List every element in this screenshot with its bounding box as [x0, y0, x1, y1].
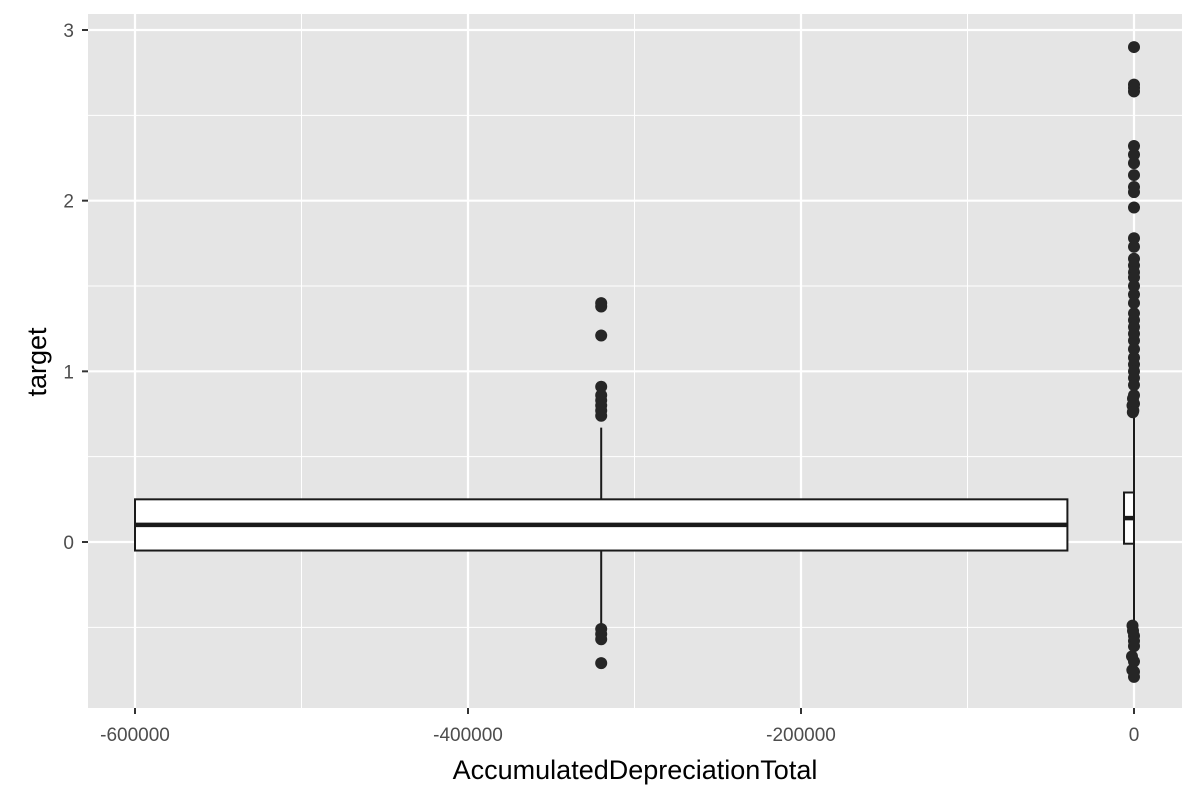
outlier-point — [1128, 240, 1140, 253]
y-tick-label: 0 — [63, 533, 74, 554]
outlier-point — [1128, 157, 1140, 170]
outlier-point — [1128, 271, 1140, 284]
outlier-point — [1128, 343, 1140, 356]
outlier-point — [1128, 186, 1140, 199]
outlier-point — [1128, 41, 1140, 54]
y-axis: 0 1 2 3 — [63, 21, 88, 554]
outlier-point — [595, 633, 608, 646]
outlier-point — [595, 300, 608, 313]
outlier-point — [1128, 378, 1140, 391]
outlier-point — [1128, 334, 1140, 347]
x-tick-label: -600000 — [100, 725, 170, 746]
y-tick-label: 1 — [63, 362, 74, 383]
outlier-point — [1128, 288, 1140, 301]
outlier-point — [1128, 232, 1140, 245]
outlier-point — [1128, 148, 1140, 161]
x-tick-label: 0 — [1129, 725, 1140, 746]
outlier-point — [1128, 140, 1140, 153]
box-1 — [134, 427, 1069, 628]
outlier-point — [1128, 280, 1140, 292]
outlier-point — [1128, 640, 1140, 653]
outlier-points — [595, 41, 1140, 683]
x-axis: -600000 -400000 -200000 0 — [100, 708, 1139, 746]
y-tick-label: 3 — [63, 21, 74, 42]
box-2 — [1123, 408, 1136, 624]
y-axis-title: target — [22, 327, 52, 397]
x-axis-title: AccumulatedDepreciationTotal — [453, 755, 818, 785]
outlier-point — [1126, 406, 1139, 419]
minor-gridlines — [88, 14, 1182, 708]
x-tick-label: -400000 — [433, 725, 503, 746]
outlier-point — [1128, 201, 1140, 214]
outlier-point — [595, 657, 608, 670]
outlier-point — [1128, 297, 1140, 310]
y-tick-label: 2 — [63, 192, 74, 213]
box-layer — [134, 408, 1136, 628]
outlier-point — [1128, 169, 1140, 182]
outlier-point — [595, 409, 608, 422]
outlier-point — [595, 380, 608, 393]
outlier-point — [595, 329, 608, 342]
x-tick-label: -200000 — [766, 725, 836, 746]
outlier-point — [1128, 670, 1140, 683]
outlier-point — [1128, 85, 1140, 98]
